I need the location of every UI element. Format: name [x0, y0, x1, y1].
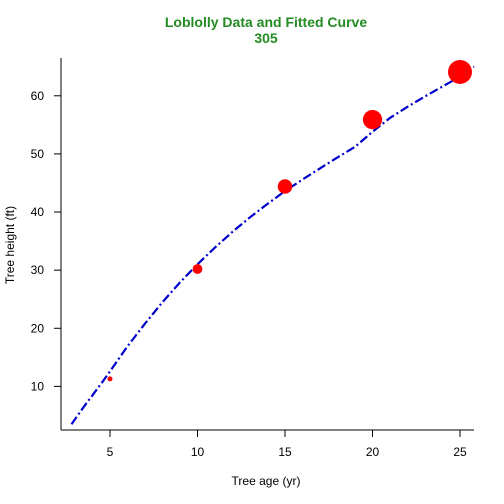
data-point	[448, 59, 472, 84]
chart-title: Loblolly Data and Fitted Curve	[165, 14, 367, 30]
x-tick-label: 20	[366, 445, 380, 459]
x-tick-label: 25	[453, 445, 467, 459]
y-tick-label: 30	[31, 263, 45, 277]
data-point	[277, 179, 293, 194]
x-tick-label: 10	[191, 445, 205, 459]
chart-subtitle: 305	[254, 30, 278, 46]
data-point	[107, 376, 113, 382]
y-tick-label: 20	[31, 321, 45, 335]
y-tick-label: 50	[31, 147, 45, 161]
data-point	[362, 109, 383, 130]
x-ticks: 5 10 15 20 25	[107, 430, 467, 459]
data-point	[192, 264, 203, 274]
y-ticks: 10 20 30 40 50 60	[31, 89, 61, 393]
x-tick-label: 5	[107, 445, 114, 459]
x-tick-label: 15	[278, 445, 292, 459]
x-axis-label: Tree age (yr)	[232, 474, 301, 488]
y-tick-label: 60	[31, 89, 45, 103]
y-tick-label: 40	[31, 205, 45, 219]
y-tick-label: 10	[31, 379, 45, 393]
data-points	[107, 59, 472, 382]
y-axis-label: Tree height (ft)	[3, 206, 17, 284]
axes: 5 10 15 20 25 10 20 30 40 50 60	[31, 58, 474, 459]
fitted-curve-line	[70, 65, 475, 425]
